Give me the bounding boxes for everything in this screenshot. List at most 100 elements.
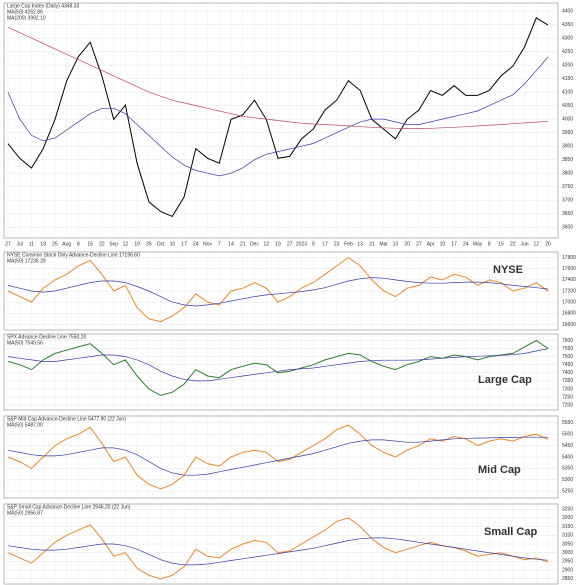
series-line	[7, 17, 549, 218]
y-tick-label: 3050	[562, 541, 573, 547]
x-tick-label: 20	[545, 241, 551, 247]
y-tick-label: 2900	[562, 567, 573, 573]
legend-entry: MA(50) 4262.86	[7, 9, 43, 15]
y-tick-label: 17200	[562, 288, 576, 294]
series-line	[7, 424, 549, 490]
y-tick-label: 7200	[562, 402, 573, 408]
y-tick-label: 5400	[562, 454, 573, 460]
x-tick-label: 10	[170, 241, 176, 247]
x-tick-label: 10	[440, 241, 446, 247]
x-tick-label: 19	[134, 241, 140, 247]
x-tick-label: Jul	[17, 241, 23, 247]
series-line	[7, 517, 549, 580]
y-tick-label: 5250	[562, 488, 573, 494]
y-tick-label: 3000	[562, 550, 573, 556]
x-tick-label: 7	[218, 241, 221, 247]
legend-entry: MA(50) 17236.29	[7, 258, 46, 264]
series-line	[7, 26, 549, 129]
legend-entry: MA(50) 5487.00	[7, 422, 43, 428]
annotation: Large Cap	[478, 374, 532, 386]
x-tick-label: 27	[287, 241, 293, 247]
x-tick-label: 2023	[296, 241, 307, 247]
x-tick-label: 23	[334, 241, 340, 247]
series-line	[7, 537, 549, 566]
series-line	[7, 56, 549, 177]
y-tick-label: 7250	[562, 394, 573, 400]
x-tick-label: Dec	[250, 241, 259, 247]
x-tick-label: Sep	[109, 241, 118, 247]
x-tick-label: 15	[87, 241, 93, 247]
y-tick-label: 16600	[562, 322, 576, 328]
legend-entry: SPX Advance-Decline Line 7550.20	[7, 334, 86, 340]
x-tick-label: Apr	[427, 241, 435, 247]
annotation: Small Cap	[484, 526, 537, 538]
y-tick-label: 3250	[562, 507, 573, 513]
x-tick-label: 22	[510, 241, 516, 247]
y-tick-label: 4250	[562, 49, 573, 55]
y-tick-label: 3950	[562, 130, 573, 136]
x-tick-label: 18	[40, 241, 46, 247]
x-tick-label: 8	[488, 241, 491, 247]
y-tick-label: 5450	[562, 443, 573, 449]
x-tick-label: 21	[369, 241, 375, 247]
series-line	[7, 436, 548, 476]
x-tick-label: 17	[181, 241, 187, 247]
x-tick-label: 21	[240, 241, 246, 247]
x-tick-label: 12	[533, 241, 539, 247]
y-tick-label: 17800	[562, 255, 576, 261]
y-tick-label: 4100	[562, 89, 573, 95]
y-tick-label: 3700	[562, 198, 573, 204]
y-tick-label: 4400	[562, 8, 573, 14]
y-tick-label: 3100	[562, 533, 573, 539]
x-tick-label: 26	[146, 241, 152, 247]
y-tick-label: 7450	[562, 362, 573, 368]
x-tick-label: 9	[312, 241, 315, 247]
legend-entry: MA(50) 2956.87	[7, 510, 43, 516]
annotation: Mid Cap	[478, 464, 521, 476]
y-tick-label: 2950	[562, 559, 573, 565]
y-tick-label: 7350	[562, 378, 573, 384]
y-tick-label: 7300	[562, 386, 573, 392]
y-tick-label: 4050	[562, 103, 573, 109]
y-tick-label: 17000	[562, 299, 576, 305]
x-tick-label: Aug	[62, 241, 71, 247]
y-tick-label: 7400	[562, 370, 573, 376]
x-tick-label: 8	[77, 241, 80, 247]
legend-entry: MA(200) 3992.10	[7, 15, 46, 21]
x-tick-label: Nov	[203, 241, 212, 247]
series-line	[7, 339, 549, 396]
x-tick-label: 17	[322, 241, 328, 247]
x-tick-label: Jun	[520, 241, 528, 247]
x-tick-label: 11	[29, 241, 34, 247]
x-tick-label: 22	[99, 241, 105, 247]
y-tick-label: 3200	[562, 515, 573, 521]
annotation: NYSE	[493, 264, 523, 276]
x-tick-label: 27	[416, 241, 422, 247]
y-tick-label: 3650	[562, 211, 573, 217]
x-tick-label: Mar	[379, 241, 388, 247]
x-tick-label: 12	[123, 241, 129, 247]
y-tick-label: 5500	[562, 432, 573, 438]
y-tick-label: 4000	[562, 116, 573, 122]
series-line	[7, 277, 549, 307]
legend-entry: S&P Mid Cap Advance-Decline Line 5477.90…	[7, 416, 126, 422]
panel-frame	[3, 2, 559, 239]
y-tick-label: 3850	[562, 157, 573, 163]
x-tick-label: 15	[498, 241, 504, 247]
y-tick-label: 16800	[562, 311, 576, 317]
y-tick-label: 17400	[562, 277, 576, 283]
series-line	[7, 256, 549, 323]
y-tick-label: 4300	[562, 35, 573, 41]
y-tick-label: 3800	[562, 171, 573, 177]
y-tick-label: 3900	[562, 143, 573, 149]
x-tick-label: 19	[275, 241, 281, 247]
x-tick-label: May	[473, 241, 483, 247]
x-tick-label: Feb	[344, 241, 353, 247]
x-tick-label: 25	[52, 241, 58, 247]
y-tick-label: 5550	[562, 420, 573, 426]
panel-frame	[3, 333, 559, 411]
x-tick-label: 13	[357, 241, 363, 247]
legend-entry: S&P Small Cap Advance-Decline Line 2946.…	[7, 504, 131, 510]
y-tick-label: 4350	[562, 22, 573, 28]
